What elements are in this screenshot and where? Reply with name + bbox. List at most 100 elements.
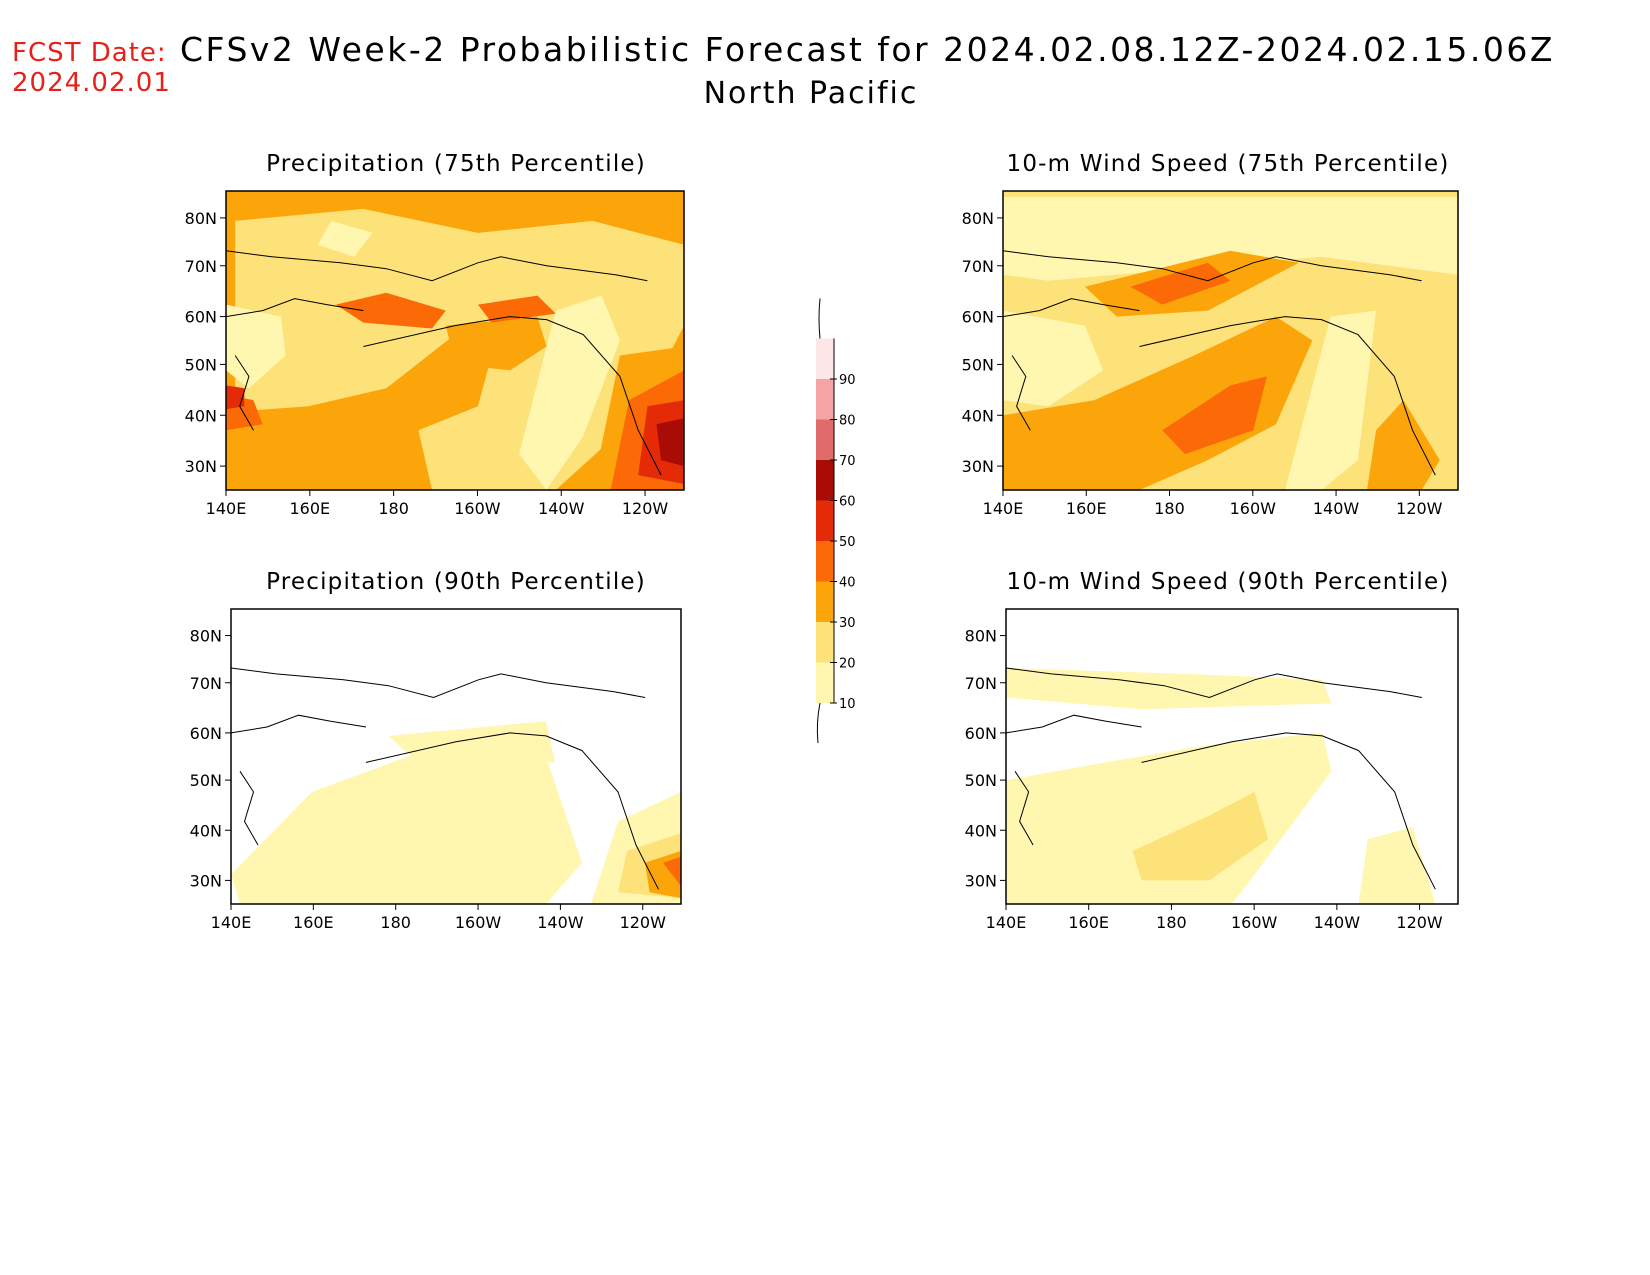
lon-label: 160W bbox=[1230, 499, 1277, 518]
lon-label: 140E bbox=[983, 499, 1024, 518]
lon-label: 120W bbox=[622, 499, 669, 518]
lat-label: 30N bbox=[190, 871, 222, 890]
colorbar-label: 90 bbox=[839, 373, 856, 388]
coastline bbox=[1139, 316, 1436, 476]
colorbar-swatch bbox=[816, 500, 834, 541]
probability-region bbox=[1006, 732, 1332, 904]
panel-title-precip90: Precipitation (90th Percentile) bbox=[266, 569, 646, 595]
lon-label: 160W bbox=[454, 499, 501, 518]
map-frame bbox=[225, 190, 685, 491]
probability-region bbox=[226, 385, 245, 410]
lat-label: 80N bbox=[962, 209, 994, 228]
lat-label: 60N bbox=[962, 308, 994, 327]
coastline bbox=[363, 316, 662, 476]
lat-label: 50N bbox=[185, 355, 217, 374]
lon-label: 180 bbox=[1154, 499, 1185, 518]
lat-label: 50N bbox=[965, 771, 997, 790]
coastline bbox=[225, 250, 648, 282]
probability-region bbox=[335, 292, 446, 329]
coastline bbox=[1002, 298, 1140, 318]
colorbar-label: 80 bbox=[839, 414, 856, 429]
colorbar-label: 30 bbox=[839, 616, 856, 631]
lon-label: 180 bbox=[378, 499, 409, 518]
lat-label: 40N bbox=[190, 821, 222, 840]
lon-label: 160E bbox=[1066, 499, 1107, 518]
probability-region bbox=[231, 738, 582, 904]
fcst-date-block: FCST Date: 2024.02.01 bbox=[12, 38, 171, 98]
probability-region bbox=[1130, 262, 1231, 305]
probability-region bbox=[519, 295, 620, 490]
map-frame bbox=[1002, 190, 1459, 491]
coastline bbox=[1005, 667, 1422, 699]
probability-region bbox=[1003, 310, 1104, 407]
panel-title-wind75: 10-m Wind Speed (75th Percentile) bbox=[1006, 151, 1450, 177]
lat-label: 70N bbox=[965, 674, 997, 693]
coastline bbox=[1011, 355, 1031, 431]
map-panel-wind90: 80N 70N 60N 50N 40N 30N 140E 160E 180 160W 140W 120… bbox=[965, 608, 1459, 932]
coastline bbox=[234, 355, 254, 431]
lat-label: 80N bbox=[965, 627, 997, 646]
colorbar-swatch bbox=[816, 460, 834, 501]
colorbar-label: 60 bbox=[839, 495, 856, 510]
lon-label: 140W bbox=[538, 499, 585, 518]
coastline bbox=[1141, 732, 1436, 890]
probability-region bbox=[1132, 791, 1269, 881]
colorbar-swatch bbox=[816, 541, 834, 582]
lon-label: 160E bbox=[293, 913, 334, 932]
lon-label: 120W bbox=[1396, 499, 1443, 518]
region-subtitle: North Pacific bbox=[0, 76, 1650, 111]
colorbar-top-cap bbox=[818, 298, 821, 339]
lat-label: 30N bbox=[962, 457, 994, 476]
map-panel-precip90: 80N 70N 60N 50N 40N 30N 140E 160E 180 160W 140W 120… bbox=[190, 608, 682, 932]
lon-label: 160E bbox=[289, 499, 330, 518]
coastline bbox=[1002, 250, 1422, 282]
lat-label: 50N bbox=[962, 355, 994, 374]
colorbar: 10 20 30 40 50 60 70 80 90 bbox=[816, 298, 856, 744]
coastline bbox=[225, 298, 364, 318]
probability-region bbox=[477, 295, 556, 323]
lon-label: 140E bbox=[211, 913, 252, 932]
map-frame bbox=[230, 608, 682, 905]
coastline bbox=[230, 714, 367, 734]
coastline bbox=[239, 771, 259, 846]
probability-region bbox=[388, 721, 555, 763]
lat-label: 60N bbox=[965, 724, 997, 743]
lon-label: 140E bbox=[206, 499, 247, 518]
region-label: North Pacific bbox=[703, 76, 919, 111]
probability-region bbox=[1003, 197, 1458, 281]
colorbar-swatch bbox=[816, 379, 834, 420]
lon-label: 160W bbox=[1231, 913, 1278, 932]
probability-region bbox=[1285, 310, 1377, 490]
probability-region bbox=[1367, 400, 1440, 490]
colorbar-swatch bbox=[816, 581, 834, 622]
page-title: CFSv2 Week-2 Probabilistic Forecast for … bbox=[180, 30, 1556, 69]
lat-label: 40N bbox=[185, 406, 217, 425]
lon-label: 120W bbox=[620, 913, 667, 932]
lon-label: 140W bbox=[1313, 499, 1360, 518]
lon-label: 140W bbox=[1314, 913, 1361, 932]
lat-label: 40N bbox=[962, 406, 994, 425]
lat-label: 60N bbox=[190, 724, 222, 743]
colorbar-end-cap bbox=[816, 702, 821, 744]
coastline bbox=[1005, 714, 1142, 734]
map-panel-precip75: 80N 70N 60N 50N 40N 30N 140E 160E 180 160W 140W 120… bbox=[185, 190, 685, 518]
lat-label: 70N bbox=[185, 257, 217, 276]
coastline bbox=[1014, 771, 1034, 846]
lon-label: 160E bbox=[1068, 913, 1109, 932]
lon-label: 120W bbox=[1396, 913, 1443, 932]
lon-label: 140E bbox=[986, 913, 1027, 932]
colorbar-label: 70 bbox=[839, 454, 856, 469]
colorbar-swatch bbox=[816, 662, 834, 703]
probability-region bbox=[445, 316, 547, 371]
lat-label: 30N bbox=[965, 871, 997, 890]
lat-label: 30N bbox=[185, 457, 217, 476]
lat-label: 50N bbox=[190, 771, 222, 790]
probability-region bbox=[1006, 668, 1332, 710]
colorbar-label: 50 bbox=[839, 535, 856, 550]
lat-label: 40N bbox=[965, 821, 997, 840]
lat-label: 60N bbox=[185, 308, 217, 327]
fcst-date-value: 2024.02.01 bbox=[12, 68, 171, 98]
lat-label: 80N bbox=[185, 209, 217, 228]
colorbar-label: 10 bbox=[839, 697, 856, 712]
